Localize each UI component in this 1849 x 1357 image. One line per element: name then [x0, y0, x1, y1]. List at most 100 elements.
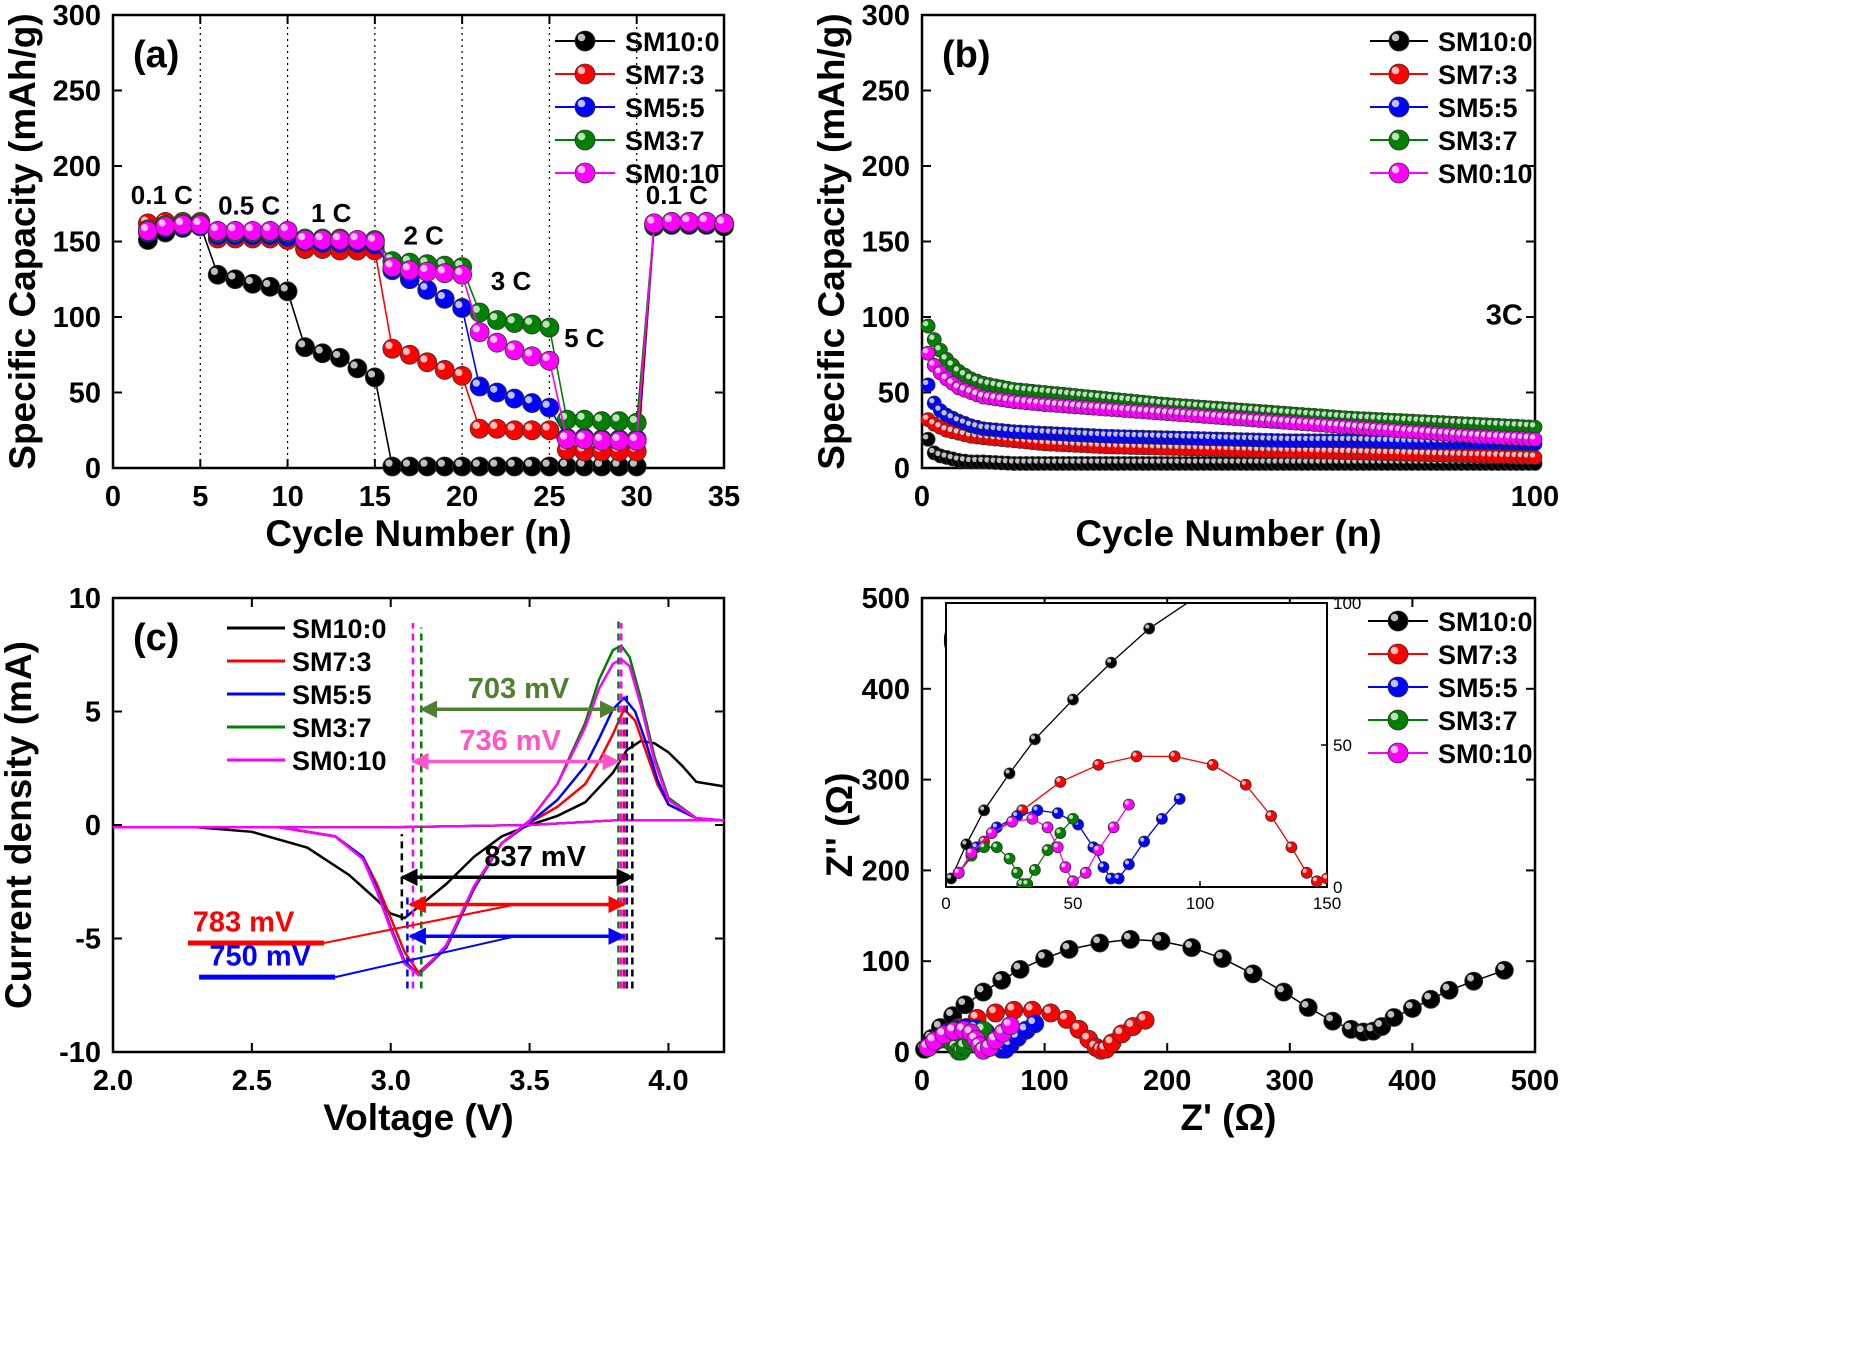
data-point — [609, 456, 630, 477]
data-point — [295, 337, 315, 358]
inset-point — [1006, 815, 1018, 828]
inset-point — [1310, 875, 1323, 887]
data-point — [347, 230, 368, 250]
data-point — [591, 411, 612, 432]
panel-a: 0 5 10 15 20 25 30 35 0 50 100 150 200 250 300 Cycle Nu… — [2, 0, 740, 554]
data-point — [1025, 1014, 1045, 1034]
data-point — [225, 269, 246, 290]
data-point — [522, 393, 542, 413]
inset-y-tick-label: 0 — [1333, 878, 1342, 897]
legend-label: SM5:5 — [1438, 673, 1518, 703]
inset-point — [1122, 858, 1135, 871]
data-point — [504, 420, 525, 441]
leader-750mv — [334, 935, 516, 979]
y-axis-title: Specific Capacity (mAh/g) — [2, 13, 43, 469]
inset-point — [1285, 841, 1298, 854]
data-point — [1527, 419, 1543, 435]
data-point — [626, 430, 647, 451]
y-tick-label: 100 — [53, 302, 101, 334]
legend-label: SM10:0 — [1438, 27, 1533, 57]
x-tick-label: 500 — [1511, 1065, 1559, 1097]
y-tick-label: 5 — [85, 697, 101, 729]
data-point — [522, 456, 542, 477]
series-line — [147, 221, 725, 424]
inset-point — [1156, 812, 1168, 825]
legend-label: SM5:5 — [625, 93, 705, 123]
legend-marker — [1387, 709, 1409, 731]
y-tick-label: 200 — [862, 151, 910, 183]
legend-marker — [574, 63, 596, 85]
rate-label: 5 C — [564, 323, 605, 353]
y-tick-label: 0 — [85, 810, 101, 842]
data-point — [277, 281, 298, 302]
inset-point — [1003, 767, 1016, 780]
y-tick-label: 500 — [862, 583, 910, 615]
y-tick-label: 0 — [85, 453, 101, 485]
data-point — [679, 211, 699, 232]
data-point — [1243, 964, 1263, 984]
data-point — [347, 358, 368, 379]
inset-point — [1092, 758, 1105, 771]
inset-y-tick-label: 50 — [1333, 736, 1352, 755]
data-point — [522, 314, 542, 335]
data-point — [626, 412, 647, 433]
inset-point — [1105, 656, 1117, 669]
data-point — [1151, 931, 1171, 951]
y-tick-label: -10 — [59, 1037, 101, 1069]
inset-point — [1321, 872, 1327, 885]
inset-point — [1079, 866, 1092, 879]
inset-point — [1206, 758, 1219, 771]
data-point — [539, 420, 560, 441]
y-tick-label: 10 — [69, 583, 101, 615]
legend-marker — [574, 129, 596, 151]
data-point — [955, 995, 975, 1015]
data-point — [207, 221, 228, 241]
y-tick-label: 250 — [862, 76, 910, 108]
panel-label: (b) — [942, 34, 991, 76]
data-point — [539, 350, 560, 371]
y-tick-label: 50 — [878, 378, 910, 410]
legend-label: SM7:3 — [625, 60, 705, 90]
data-point — [1298, 998, 1318, 1017]
inset-point — [1003, 852, 1016, 865]
inset-point — [1021, 878, 1034, 887]
data-point — [399, 456, 420, 477]
data-point — [417, 261, 438, 282]
data-point — [312, 343, 333, 364]
data-point — [207, 264, 228, 285]
y-axis-title: Specific Capacity (mAh/g) — [811, 13, 852, 469]
rate-label: 0.1 C — [646, 180, 708, 210]
data-point — [591, 456, 612, 477]
y-tick-label: 300 — [53, 0, 101, 32]
x-tick-label: 25 — [533, 481, 565, 513]
data-point — [522, 346, 542, 367]
rate-label: 3 C — [491, 266, 532, 296]
inset-point — [1168, 750, 1181, 763]
data-point — [242, 221, 263, 241]
legend-marker — [1387, 643, 1409, 665]
inset-point — [1300, 866, 1313, 879]
data-point — [926, 332, 942, 348]
inset-point — [1041, 844, 1054, 856]
data-point — [1212, 949, 1232, 968]
inset-point — [1107, 821, 1120, 834]
data-point — [986, 1003, 1005, 1023]
data-point — [417, 279, 438, 300]
x-axis-title: Cycle Number (n) — [1075, 513, 1381, 554]
data-point — [434, 359, 455, 380]
y-tick-label: 150 — [53, 227, 101, 259]
legend-label: SM7:3 — [1438, 60, 1518, 90]
data-point — [973, 982, 993, 1002]
inset-point — [1173, 793, 1186, 805]
y-tick-label: 200 — [862, 855, 910, 887]
data-point — [1057, 1009, 1077, 1029]
data-point — [434, 288, 455, 309]
data-point — [434, 456, 455, 477]
data-point — [556, 429, 577, 450]
y-tick-label: 100 — [862, 946, 910, 978]
panel-label: (c) — [133, 617, 179, 659]
inset-x-tick-label: 100 — [1186, 894, 1214, 913]
data-point — [487, 382, 507, 403]
data-point — [312, 230, 333, 250]
